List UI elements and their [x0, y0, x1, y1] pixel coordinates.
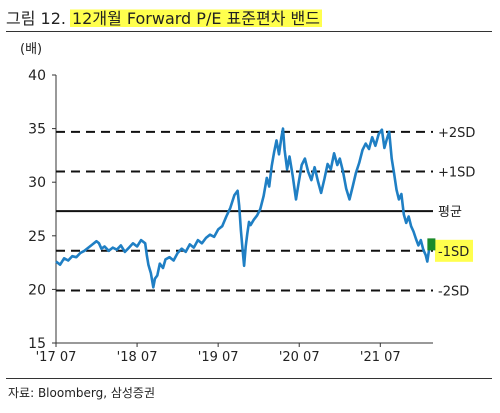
x-tick-label: '17 07: [36, 350, 77, 365]
source-note: 자료: Bloomberg, 삼성증권: [8, 386, 156, 400]
y-tick-label: 40: [28, 68, 46, 84]
figure-title: 그림 12. 12개월 Forward P/E 표준편차 밴드: [6, 4, 322, 30]
footer-divider: [6, 378, 492, 379]
chart-title: 12개월 Forward P/E 표준편차 밴드: [69, 5, 322, 29]
band-label: -1SD: [438, 245, 469, 260]
x-tick-label: '20 07: [279, 350, 320, 365]
band-label: 평균: [438, 205, 462, 220]
band-label: -2SD: [438, 284, 469, 299]
band-label: +1SD: [438, 165, 475, 180]
pe-series-line: [55, 127, 434, 289]
y-tick-label: 35: [28, 122, 46, 138]
x-tick-label: '19 07: [198, 350, 239, 365]
x-tick-label: '21 07: [360, 350, 401, 365]
title-divider: [6, 31, 492, 32]
y-tick-label: 25: [28, 229, 46, 245]
x-tick-label: '18 07: [117, 350, 158, 365]
band-label-highlight: [435, 239, 473, 262]
band-label: +2SD: [438, 126, 475, 141]
latest-value-marker: [427, 238, 436, 251]
y-tick-label: 30: [28, 175, 46, 191]
y-tick-label: 20: [28, 282, 46, 298]
y-tick-label: 15: [28, 336, 46, 352]
y-unit-label: (배): [20, 42, 43, 57]
figure-number: 그림 12.: [6, 9, 66, 28]
